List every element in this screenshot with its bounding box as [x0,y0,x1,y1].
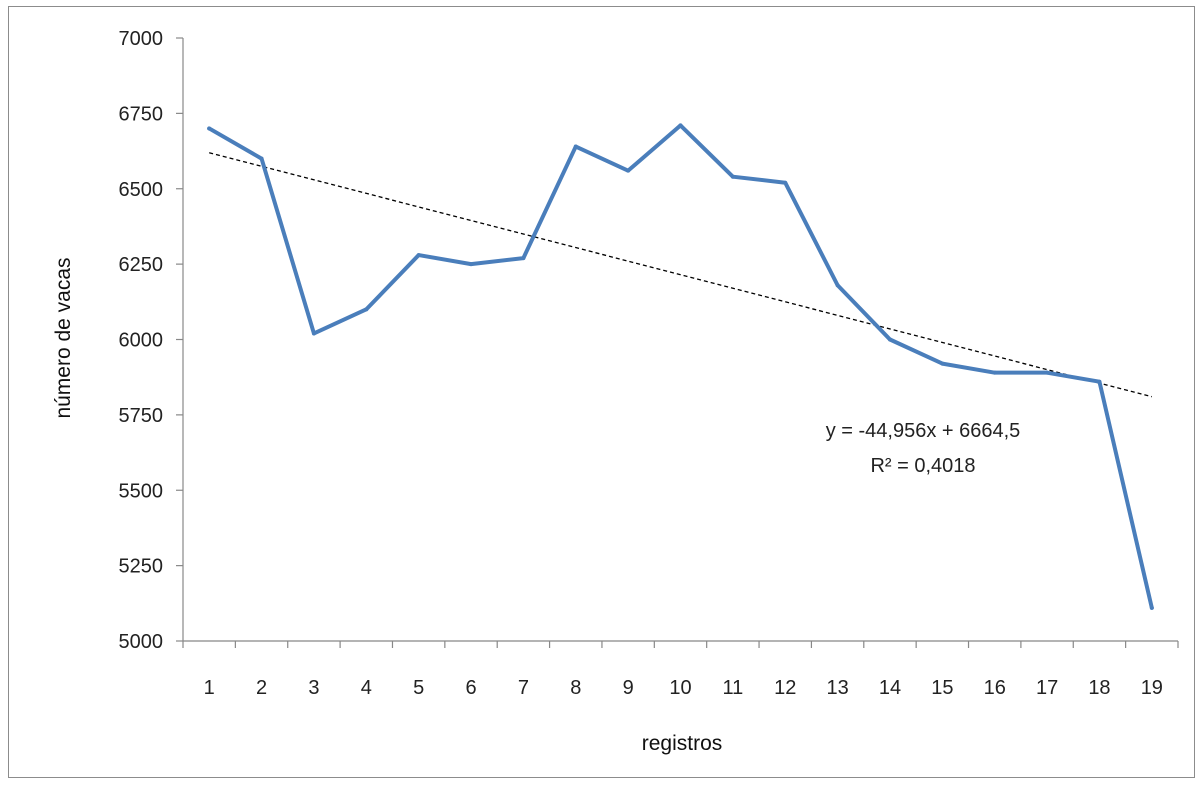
y-tick-label: 6500 [119,179,164,201]
data-point [1149,605,1154,610]
axis-titles: número de vacas registros [52,257,722,755]
trendline-equation: y = -44,956x + 6664,5 [826,420,1021,442]
x-tick-label: 10 [669,677,691,699]
axes [182,38,1178,642]
x-tick-label: 3 [308,677,319,699]
trendline-layer [209,152,1152,398]
y-axis-ticks: 5000 5250 5500 5750 6000 6250 6500 6750 7000 [119,28,183,653]
y-tick-label: 5750 [119,405,164,427]
data-point [573,144,578,149]
data-point [469,262,474,267]
data-point [1045,370,1050,375]
data-point [259,156,264,161]
trendline-annotation: y = -44,956x + 6664,5 R² = 0,4018 [826,420,1021,477]
data-point [678,123,683,128]
y-tick-label: 5500 [119,480,164,502]
x-tick-label: 1 [204,677,215,699]
data-point [940,361,945,366]
x-tick-label: 17 [1036,677,1058,699]
x-tick-label: 6 [465,677,476,699]
y-tick-label: 6750 [119,103,164,125]
y-tick-label: 6000 [119,330,164,352]
x-tick-label: 11 [722,677,743,699]
trendline-r-squared: R² = 0,4018 [870,455,975,477]
data-point [364,307,369,312]
x-tick-label: 13 [826,677,848,699]
chart-frame [8,6,1195,778]
data-point [311,331,316,336]
y-tick-label: 7000 [119,28,164,50]
x-tick-label: 16 [984,677,1006,699]
x-tick-label: 9 [623,677,634,699]
series-layer [207,123,1154,610]
y-tick-label: 5000 [119,631,164,653]
x-tick-label: 2 [256,677,267,699]
data-point [783,180,788,185]
linear-trendline [209,152,1152,398]
x-tick-label: 14 [879,677,901,699]
data-point [626,168,631,173]
x-tick-label: 4 [361,677,372,699]
data-point [207,126,212,131]
x-tick-label: 8 [570,677,581,699]
x-tick-label: 18 [1088,677,1110,699]
x-axis-title: registros [642,732,723,755]
x-tick-label: 15 [931,677,953,699]
data-point [835,283,840,288]
data-point [730,174,735,179]
data-point [521,256,526,261]
data-point [887,337,892,342]
y-tick-label: 5250 [119,556,164,578]
data-point [992,370,997,375]
x-axis-ticks: 1 2 3 4 5 6 7 8 9 10 11 12 13 14 15 16 17 18 19 [182,641,1179,699]
x-tick-label: 5 [413,677,424,699]
x-tick-label: 19 [1141,677,1163,699]
y-tick-label: 6250 [119,254,164,276]
data-point [1097,379,1102,384]
x-tick-label: 7 [518,677,529,699]
x-tick-label: 12 [774,677,796,699]
y-axis-title: número de vacas [52,257,75,418]
series-line [207,123,1154,610]
data-point [416,253,421,258]
